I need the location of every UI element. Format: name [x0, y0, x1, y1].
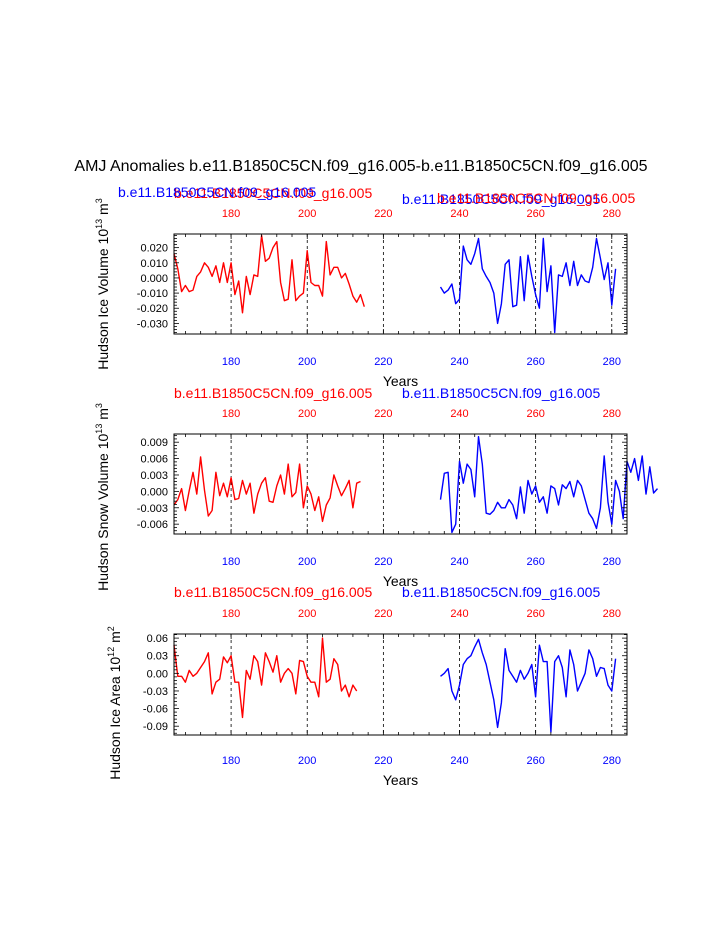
plot-frame [173, 633, 628, 736]
panels: -0.030 -0.020 -0.010 0.000 0.010 0.020 180 180 2… [94, 184, 659, 788]
x-tick-label-bottom: 260 [526, 556, 544, 568]
y-axis-label-unit-exponent: 3 [94, 198, 104, 203]
panel-ice-area: -0.09 -0.06 -0.03 0.00 0.03 0.06 180 180 200 200 2… [106, 584, 628, 788]
y-axis-label-exponent: 13 [94, 219, 104, 229]
y-tick-label: -0.006 [137, 519, 168, 531]
y-axis-label-unit-exponent: 2 [106, 626, 116, 631]
x-tick-label-top: 200 [298, 208, 316, 220]
panel-ice-volume: -0.030 -0.020 -0.010 0.000 0.010 0.020 180 180 2… [94, 184, 635, 389]
x-tick-label-top: 220 [374, 408, 392, 420]
x-tick-label-bottom: 240 [450, 755, 468, 767]
x-axis-label: Years [383, 772, 418, 788]
x-tick-label-bottom: 180 [222, 356, 240, 368]
y-tick-label: 0.00 [147, 668, 168, 680]
series-title-blue-overlap: b.e11.B1850C5CN.f09_g16.005 [118, 184, 316, 200]
x-tick-label-top: 240 [450, 608, 468, 620]
x-tick-label-bottom: 180 [222, 556, 240, 568]
y-tick-label: -0.03 [143, 686, 168, 698]
x-tick-label-bottom: 240 [450, 556, 468, 568]
series-line-blue [439, 237, 617, 334]
series-title-blue: b.e11.B1850C5CN.f09_g16.005 [402, 191, 600, 207]
series-title-blue: b.e11.B1850C5CN.f09_g16.005 [402, 385, 600, 401]
x-tick-label-top: 280 [603, 208, 621, 220]
x-tick-label-top: 200 [298, 608, 316, 620]
x-tick-label-top: 180 [222, 208, 240, 220]
series-line-red [173, 637, 358, 719]
y-tick-label: -0.003 [137, 503, 168, 515]
main-title: AMJ Anomalies b.e11.B1850C5CN.f09_g16.00… [74, 158, 647, 175]
y-tick-label: 0.020 [140, 243, 168, 255]
x-tick-label-bottom: 280 [603, 356, 621, 368]
x-tick-label-bottom: 240 [450, 356, 468, 368]
y-axis-label-unit: m [107, 631, 123, 647]
plot-frame [173, 433, 628, 535]
series-title-red: b.e11.B1850C5CN.f09_g16.005 [174, 185, 372, 201]
x-tick-label-top: 260 [526, 208, 544, 220]
x-tick-label-bottom: 280 [603, 556, 621, 568]
y-tick-label: -0.030 [137, 318, 168, 330]
x-tick-label-bottom: 220 [374, 556, 392, 568]
x-tick-label-top: 180 [222, 408, 240, 420]
y-axis-label: Hudson Ice Volume 1013 m3 [94, 198, 111, 369]
x-tick-label-top: 260 [526, 608, 544, 620]
x-tick-label-top: 280 [603, 408, 621, 420]
x-tick-label-bottom: 220 [374, 356, 392, 368]
x-tick-label-top: 280 [603, 608, 621, 620]
x-tick-label-top: 260 [526, 408, 544, 420]
x-tick-label-bottom: 260 [526, 755, 544, 767]
y-tick-label: 0.000 [140, 273, 168, 285]
series-title-blue: b.e11.B1850C5CN.f09_g16.005 [402, 584, 600, 600]
y-axis-label: Hudson Snow Volume 1013 m3 [94, 403, 111, 591]
x-tick-label-bottom: 280 [603, 755, 621, 767]
x-tick-label-bottom: 200 [298, 356, 316, 368]
y-tick-label: -0.010 [137, 288, 168, 300]
y-axis-label-exponent: 12 [106, 647, 116, 657]
series-line-blue [440, 638, 617, 733]
y-tick-label: 0.03 [147, 651, 168, 663]
y-tick-label: 0.009 [140, 437, 168, 449]
y-tick-label: 0.06 [147, 633, 168, 645]
y-tick-label: -0.09 [143, 721, 168, 733]
x-tick-label-top: 220 [374, 608, 392, 620]
y-tick-label: 0.010 [140, 258, 168, 270]
x-tick-label-bottom: 200 [298, 556, 316, 568]
series-title-red: b.e11.B1850C5CN.f09_g16.005 [174, 385, 372, 401]
y-axis-label-exponent: 13 [94, 424, 104, 434]
y-axis-label-main: Hudson Snow Volume 10 [95, 433, 111, 590]
x-tick-label-bottom: 220 [374, 755, 392, 767]
x-tick-label-top: 180 [222, 608, 240, 620]
panel-snow-volume: -0.006 -0.003 0.000 0.003 0.006 0.009 180 180 20… [94, 385, 659, 591]
x-tick-label-bottom: 200 [298, 755, 316, 767]
x-tick-label-bottom: 260 [526, 356, 544, 368]
y-axis-label-unit: m [95, 408, 111, 424]
x-axis-label: Years [383, 573, 418, 589]
series-title-red: b.e11.B1850C5CN.f09_g16.005 [174, 584, 372, 600]
x-tick-label-top: 220 [374, 208, 392, 220]
y-tick-label: -0.020 [137, 303, 168, 315]
x-axis-label: Years [383, 373, 418, 389]
x-tick-label-top: 240 [450, 408, 468, 420]
series-title-red-overlap: b.e11.B1850C5CN.f09_g16.005 [437, 190, 635, 206]
y-tick-label: 0.003 [140, 470, 168, 482]
y-axis-label-unit-exponent: 3 [94, 403, 104, 408]
y-axis-label-main: Hudson Ice Volume 10 [95, 229, 111, 370]
y-axis-label: Hudson Ice Area 1012 m2 [106, 626, 123, 780]
x-tick-label-top: 200 [298, 408, 316, 420]
series-line-red [173, 234, 365, 314]
y-axis-label-unit: m [95, 203, 111, 219]
x-tick-label-bottom: 180 [222, 755, 240, 767]
y-tick-label: 0.006 [140, 454, 168, 466]
y-tick-label: 0.000 [140, 486, 168, 498]
series-line-blue [439, 436, 659, 534]
series-line-red [173, 456, 361, 523]
y-axis-label-main: Hudson Ice Area 10 [107, 657, 123, 780]
y-tick-label: -0.06 [143, 704, 168, 716]
x-tick-label-top: 240 [450, 208, 468, 220]
